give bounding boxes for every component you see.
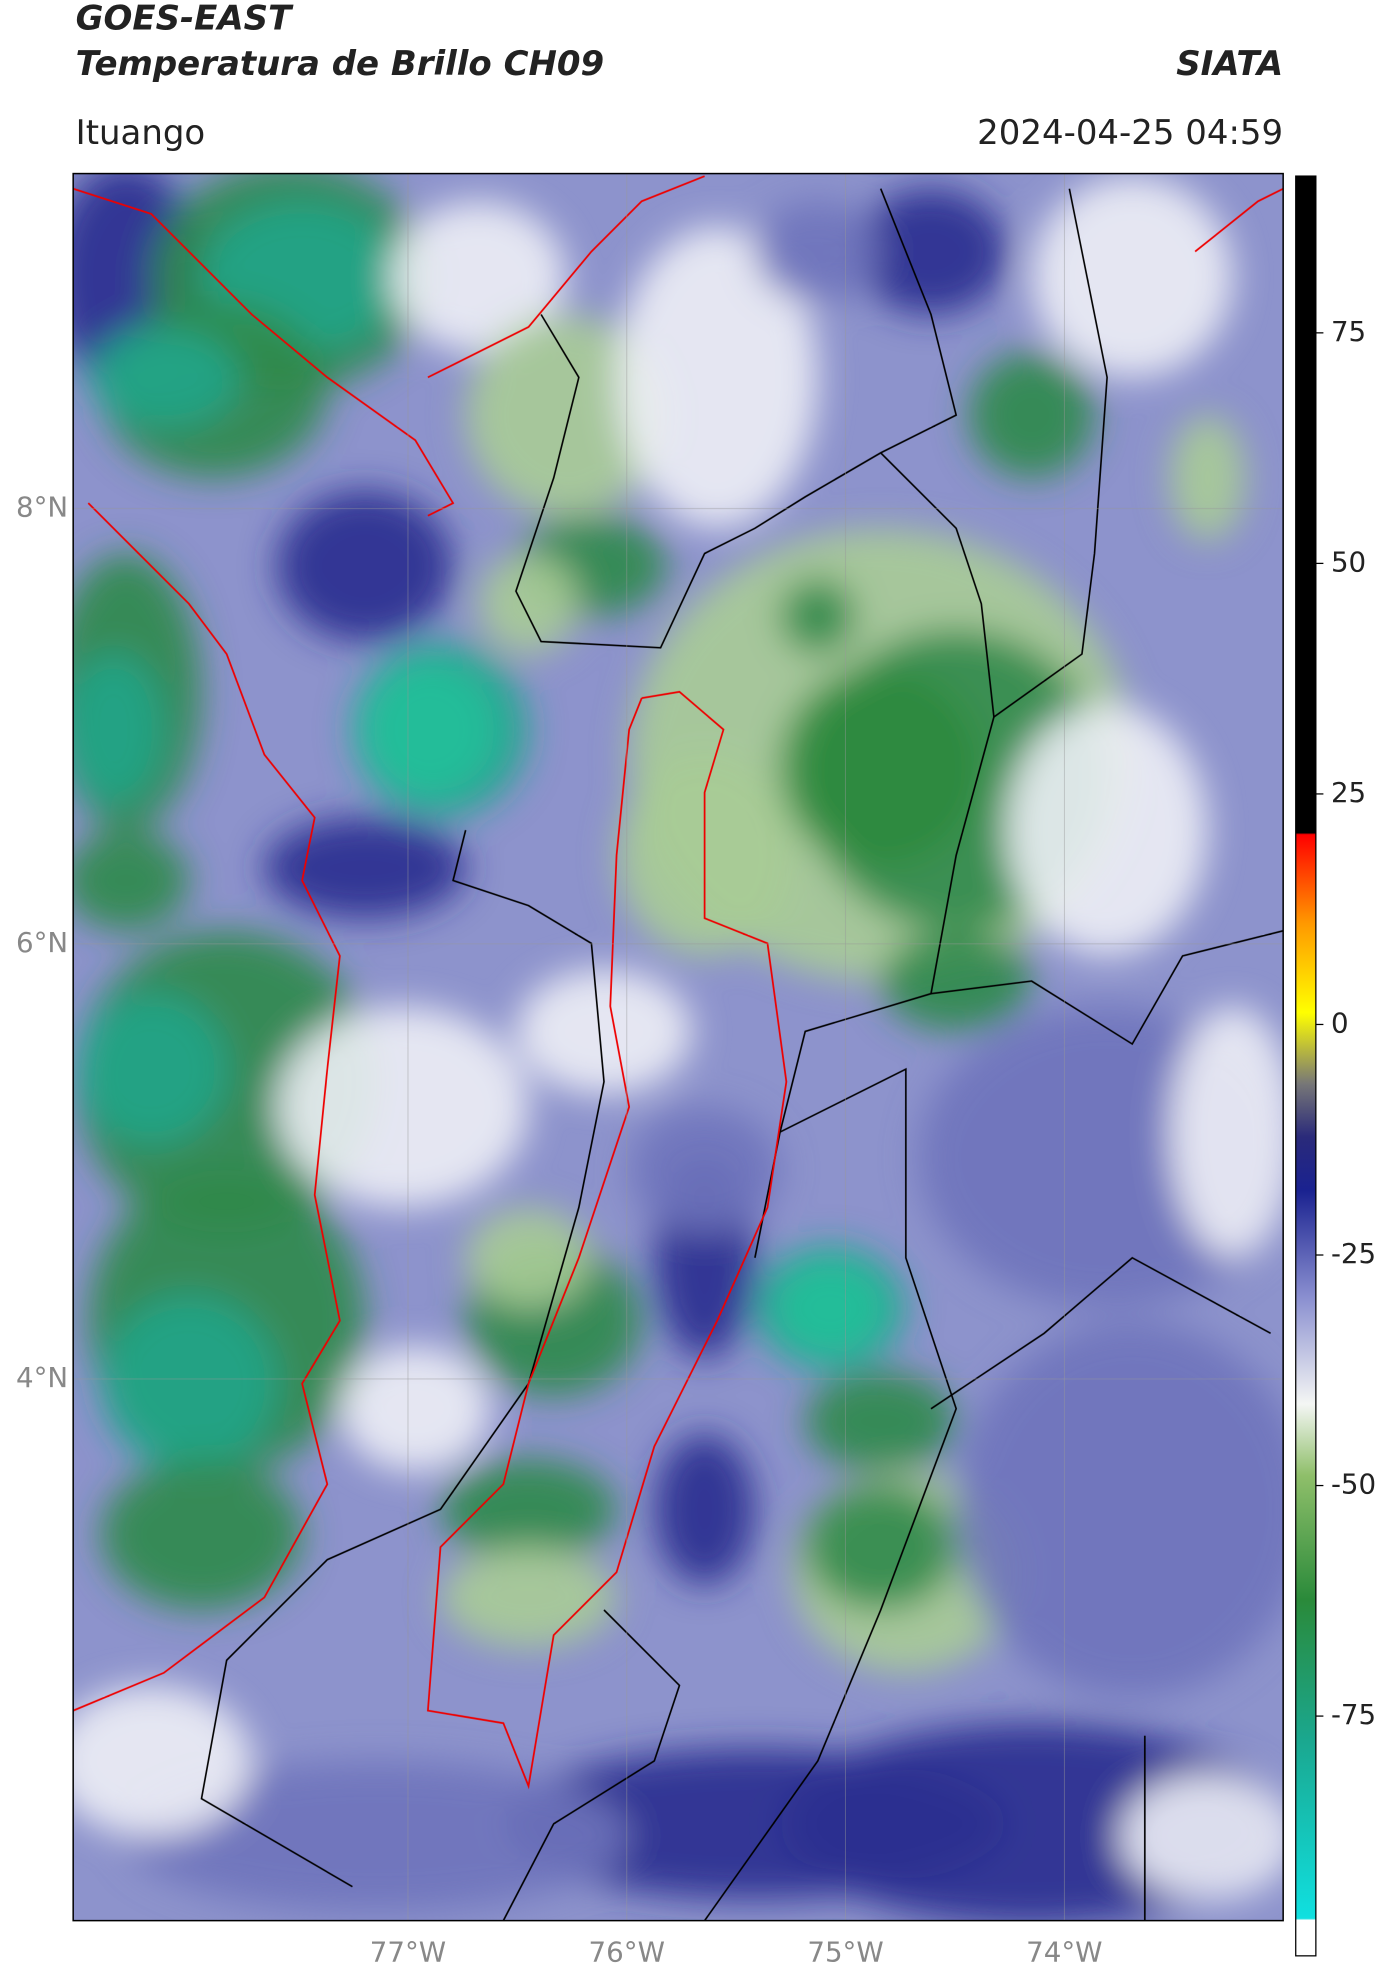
borders bbox=[200, 188, 1284, 1921]
x-tick-label: 75°W bbox=[807, 1935, 883, 1968]
map-frame bbox=[72, 172, 1284, 1922]
cloud-field bbox=[339, 1345, 491, 1472]
coast-and-boundary bbox=[73, 175, 1284, 1790]
cloud-field bbox=[956, 1320, 1284, 1698]
cloud-field bbox=[465, 1207, 592, 1309]
y-tick-label: 6°N bbox=[16, 926, 68, 959]
cloud-field bbox=[276, 490, 454, 642]
colorbar-tick-label: -50 bbox=[1331, 1468, 1376, 1501]
timestamp: 2024-04-25 04:59 bbox=[977, 113, 1283, 153]
cloud-field bbox=[968, 352, 1095, 478]
title: GOES-EAST bbox=[76, 0, 294, 39]
cloud-field bbox=[478, 553, 579, 655]
x-tick-label: 77°W bbox=[370, 1935, 446, 1968]
colorbar-tick-label: 25 bbox=[1331, 776, 1366, 809]
cloud-field bbox=[1031, 176, 1233, 378]
cloud-field bbox=[1119, 1773, 1284, 1900]
cloud-field bbox=[805, 1370, 957, 1472]
cloud-field bbox=[358, 660, 498, 799]
cloud-field bbox=[503, 1748, 1007, 1900]
y-tick-label: 8°N bbox=[16, 491, 68, 524]
subtitle: Temperatura de Brillo CH09 bbox=[76, 44, 604, 84]
grid: 77°W 76°W 75°W 74°W 8°N 6°N 4°N bbox=[16, 173, 1284, 1968]
colorbar-tick-label: -75 bbox=[1331, 1698, 1376, 1731]
cloud-field bbox=[515, 968, 692, 1095]
cloud-field bbox=[465, 314, 667, 516]
cloud-field bbox=[754, 201, 881, 302]
cloud-field bbox=[390, 201, 567, 353]
cloud-field bbox=[126, 1760, 630, 1912]
cloud-field bbox=[805, 1484, 957, 1610]
cloud-field bbox=[276, 1006, 529, 1208]
colorbar-tick-label: 50 bbox=[1331, 545, 1366, 578]
cloud-field bbox=[1006, 704, 1208, 956]
location: Ituango bbox=[76, 113, 206, 153]
cloud-field bbox=[880, 930, 1032, 1032]
cloud-field bbox=[440, 1459, 617, 1560]
cloud-field bbox=[73, 654, 164, 805]
cloud-field bbox=[75, 993, 227, 1145]
cloud-field bbox=[73, 830, 189, 931]
x-tick-label: 76°W bbox=[589, 1935, 665, 1968]
cloud-field bbox=[1169, 415, 1246, 541]
cloud-field bbox=[264, 817, 466, 919]
cloud-field bbox=[773, 1257, 887, 1359]
cloud-field bbox=[73, 1685, 252, 1837]
cloud-field bbox=[654, 1433, 755, 1585]
colorbar-tick-label: 75 bbox=[1331, 315, 1366, 348]
cloud-field bbox=[780, 666, 982, 868]
cloud-field bbox=[1169, 1006, 1284, 1258]
colorbar-ticks: 75 50 25 0 -25 -50 -75 bbox=[1315, 315, 1376, 1731]
cloud-field bbox=[440, 1547, 617, 1648]
x-tick-label: 74°W bbox=[1026, 1935, 1102, 1968]
cloud-field bbox=[100, 1295, 277, 1472]
cloud-field bbox=[88, 327, 240, 428]
colorbar-tick-label: -25 bbox=[1331, 1237, 1376, 1270]
cloud-field bbox=[780, 578, 856, 655]
y-tick-label: 4°N bbox=[16, 1361, 68, 1394]
cloud-field bbox=[629, 1106, 781, 1233]
colorbar bbox=[1295, 175, 1317, 1957]
source: SIATA bbox=[1176, 44, 1283, 84]
imagery bbox=[73, 173, 1284, 1921]
colorbar-tick-label: 0 bbox=[1331, 1006, 1349, 1039]
cloud-field bbox=[616, 226, 818, 529]
cloud-field bbox=[100, 1459, 303, 1610]
